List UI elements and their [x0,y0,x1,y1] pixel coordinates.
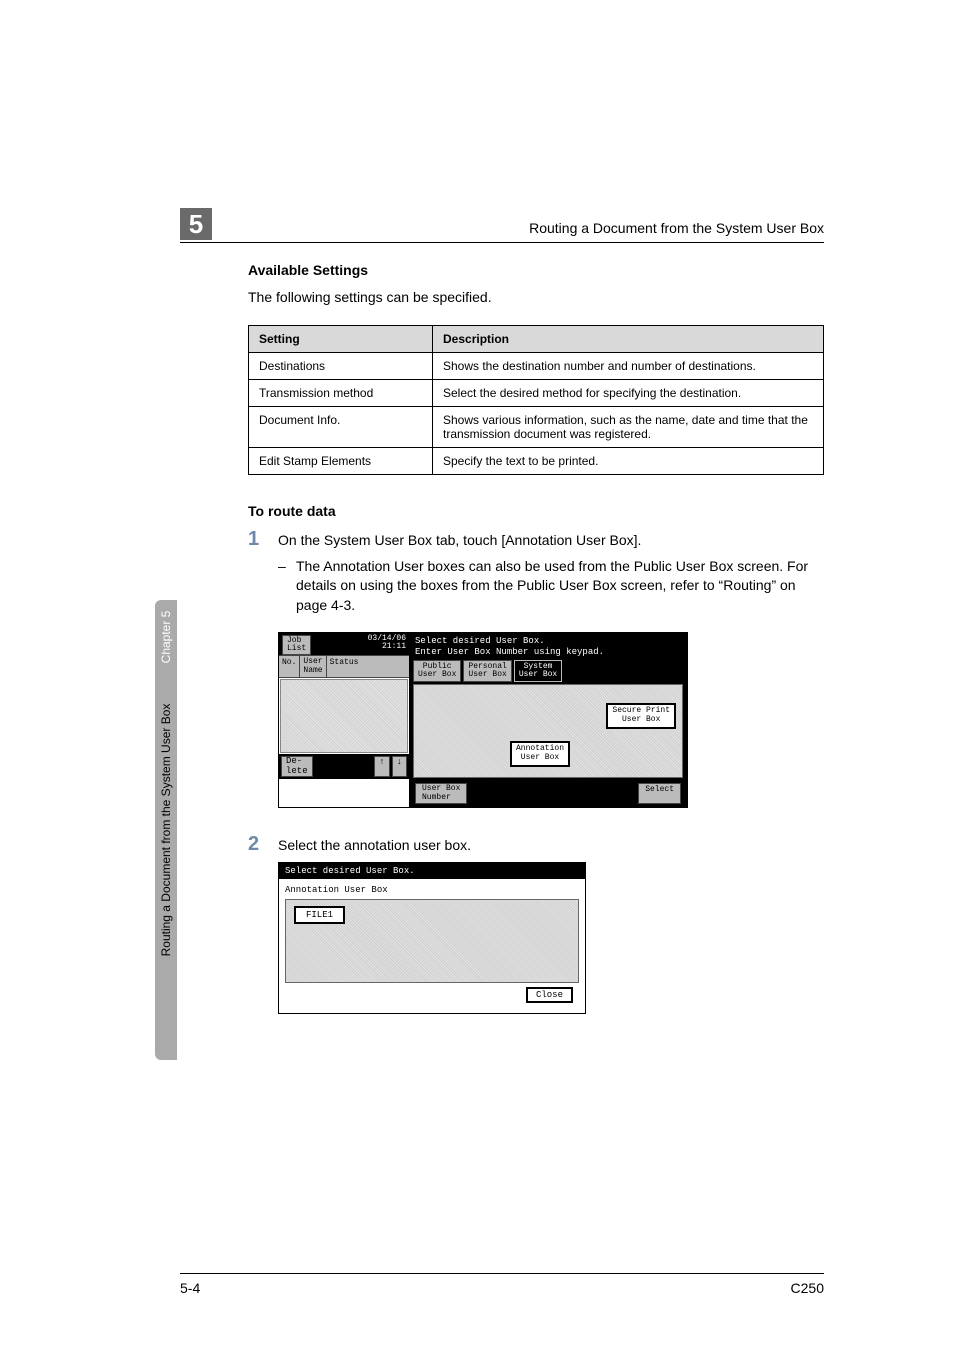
nav-up-button[interactable]: ↑ [374,756,389,777]
userbox-number-button[interactable]: User Box Number [415,783,467,804]
header-rule [180,242,824,243]
cell-desc: Specify the text to be printed. [433,447,824,474]
col-status: Status [327,656,362,677]
page-header-title: Routing a Document from the System User … [529,220,824,236]
cell-setting: Document Info. [249,406,433,447]
tab-system-userbox[interactable]: System User Box [514,660,562,683]
select-button[interactable]: Select [638,783,681,804]
annotation-box-button[interactable]: Annotation User Box [510,741,570,767]
step-number: 1 [248,529,278,549]
step-number: 2 [248,834,278,854]
table-row: Document Info. Shows various information… [249,406,824,447]
job-list-area [280,679,408,753]
table-row: Destinations Shows the destination numbe… [249,352,824,379]
side-title: Routing a Document from the System User … [159,704,173,957]
step-text: Select the annotation user box. [278,834,824,854]
chapter-number-box: 5 [180,208,212,240]
screen2-msg: Select desired User Box. [279,863,585,879]
footer-model: C250 [791,1280,824,1296]
nav-down-button[interactable]: ↓ [392,756,407,777]
tab-public-userbox[interactable]: Public User Box [413,660,461,683]
side-chapter: Chapter 5 [159,611,173,664]
screen2-title: Annotation User Box [285,885,579,895]
section-intro: The following settings can be specified. [248,288,824,307]
delete-button[interactable]: De- lete [281,756,313,777]
cell-setting: Edit Stamp Elements [249,447,433,474]
cell-setting: Transmission method [249,379,433,406]
step: 1 On the System User Box tab, touch [Ann… [248,529,824,549]
footer-rule [180,1273,824,1274]
side-tab: Chapter 5 Routing a Document from the Sy… [155,600,177,1060]
step-sub-text: The Annotation User boxes can also be us… [296,557,824,616]
close-button[interactable]: Close [526,987,573,1003]
step: 2 Select the annotation user box. [248,834,824,854]
th-description: Description [433,325,824,352]
screen2-list-area: FILE1 [285,899,579,983]
dash: – [278,557,296,616]
job-list-tab[interactable]: Job List [282,635,311,656]
touchscreen-2: Select desired User Box. Annotation User… [278,862,586,1014]
table-row: Edit Stamp Elements Specify the text to … [249,447,824,474]
footer-page: 5-4 [180,1280,200,1296]
col-user: User Name [300,656,326,677]
step-sub: – The Annotation User boxes can also be … [278,557,824,616]
screen1-msg1: Select desired User Box. [409,633,687,647]
th-setting: Setting [249,325,433,352]
settings-table: Setting Description Destinations Shows t… [248,325,824,475]
datetime: 03/14/0621:11 [368,635,406,651]
cell-setting: Destinations [249,352,433,379]
cell-desc: Select the desired method for specifying… [433,379,824,406]
cell-desc: Shows the destination number and number … [433,352,824,379]
job-columns: No. User Name Status [279,655,409,678]
table-row: Transmission method Select the desired m… [249,379,824,406]
touchscreen-1: Job List 03/14/0621:11 No. User Name Sta… [278,632,688,809]
cell-desc: Shows various information, such as the n… [433,406,824,447]
chapter-number: 5 [189,209,203,240]
screen1-body: Secure Print User Box Annotation User Bo… [413,684,683,778]
section-heading: Available Settings [248,262,824,278]
screen1-msg2: Enter User Box Number using keypad. [409,647,687,660]
time: 21:11 [382,642,406,651]
file1-button[interactable]: FILE1 [294,906,345,924]
tab-personal-userbox[interactable]: Personal User Box [463,660,511,683]
step-text: On the System User Box tab, touch [Annot… [278,529,824,549]
job-nav: De- lete ↑ ↓ [279,754,409,779]
col-no: No. [279,656,300,677]
procedure-heading: To route data [248,503,824,519]
secure-print-box-button[interactable]: Secure Print User Box [606,703,676,729]
